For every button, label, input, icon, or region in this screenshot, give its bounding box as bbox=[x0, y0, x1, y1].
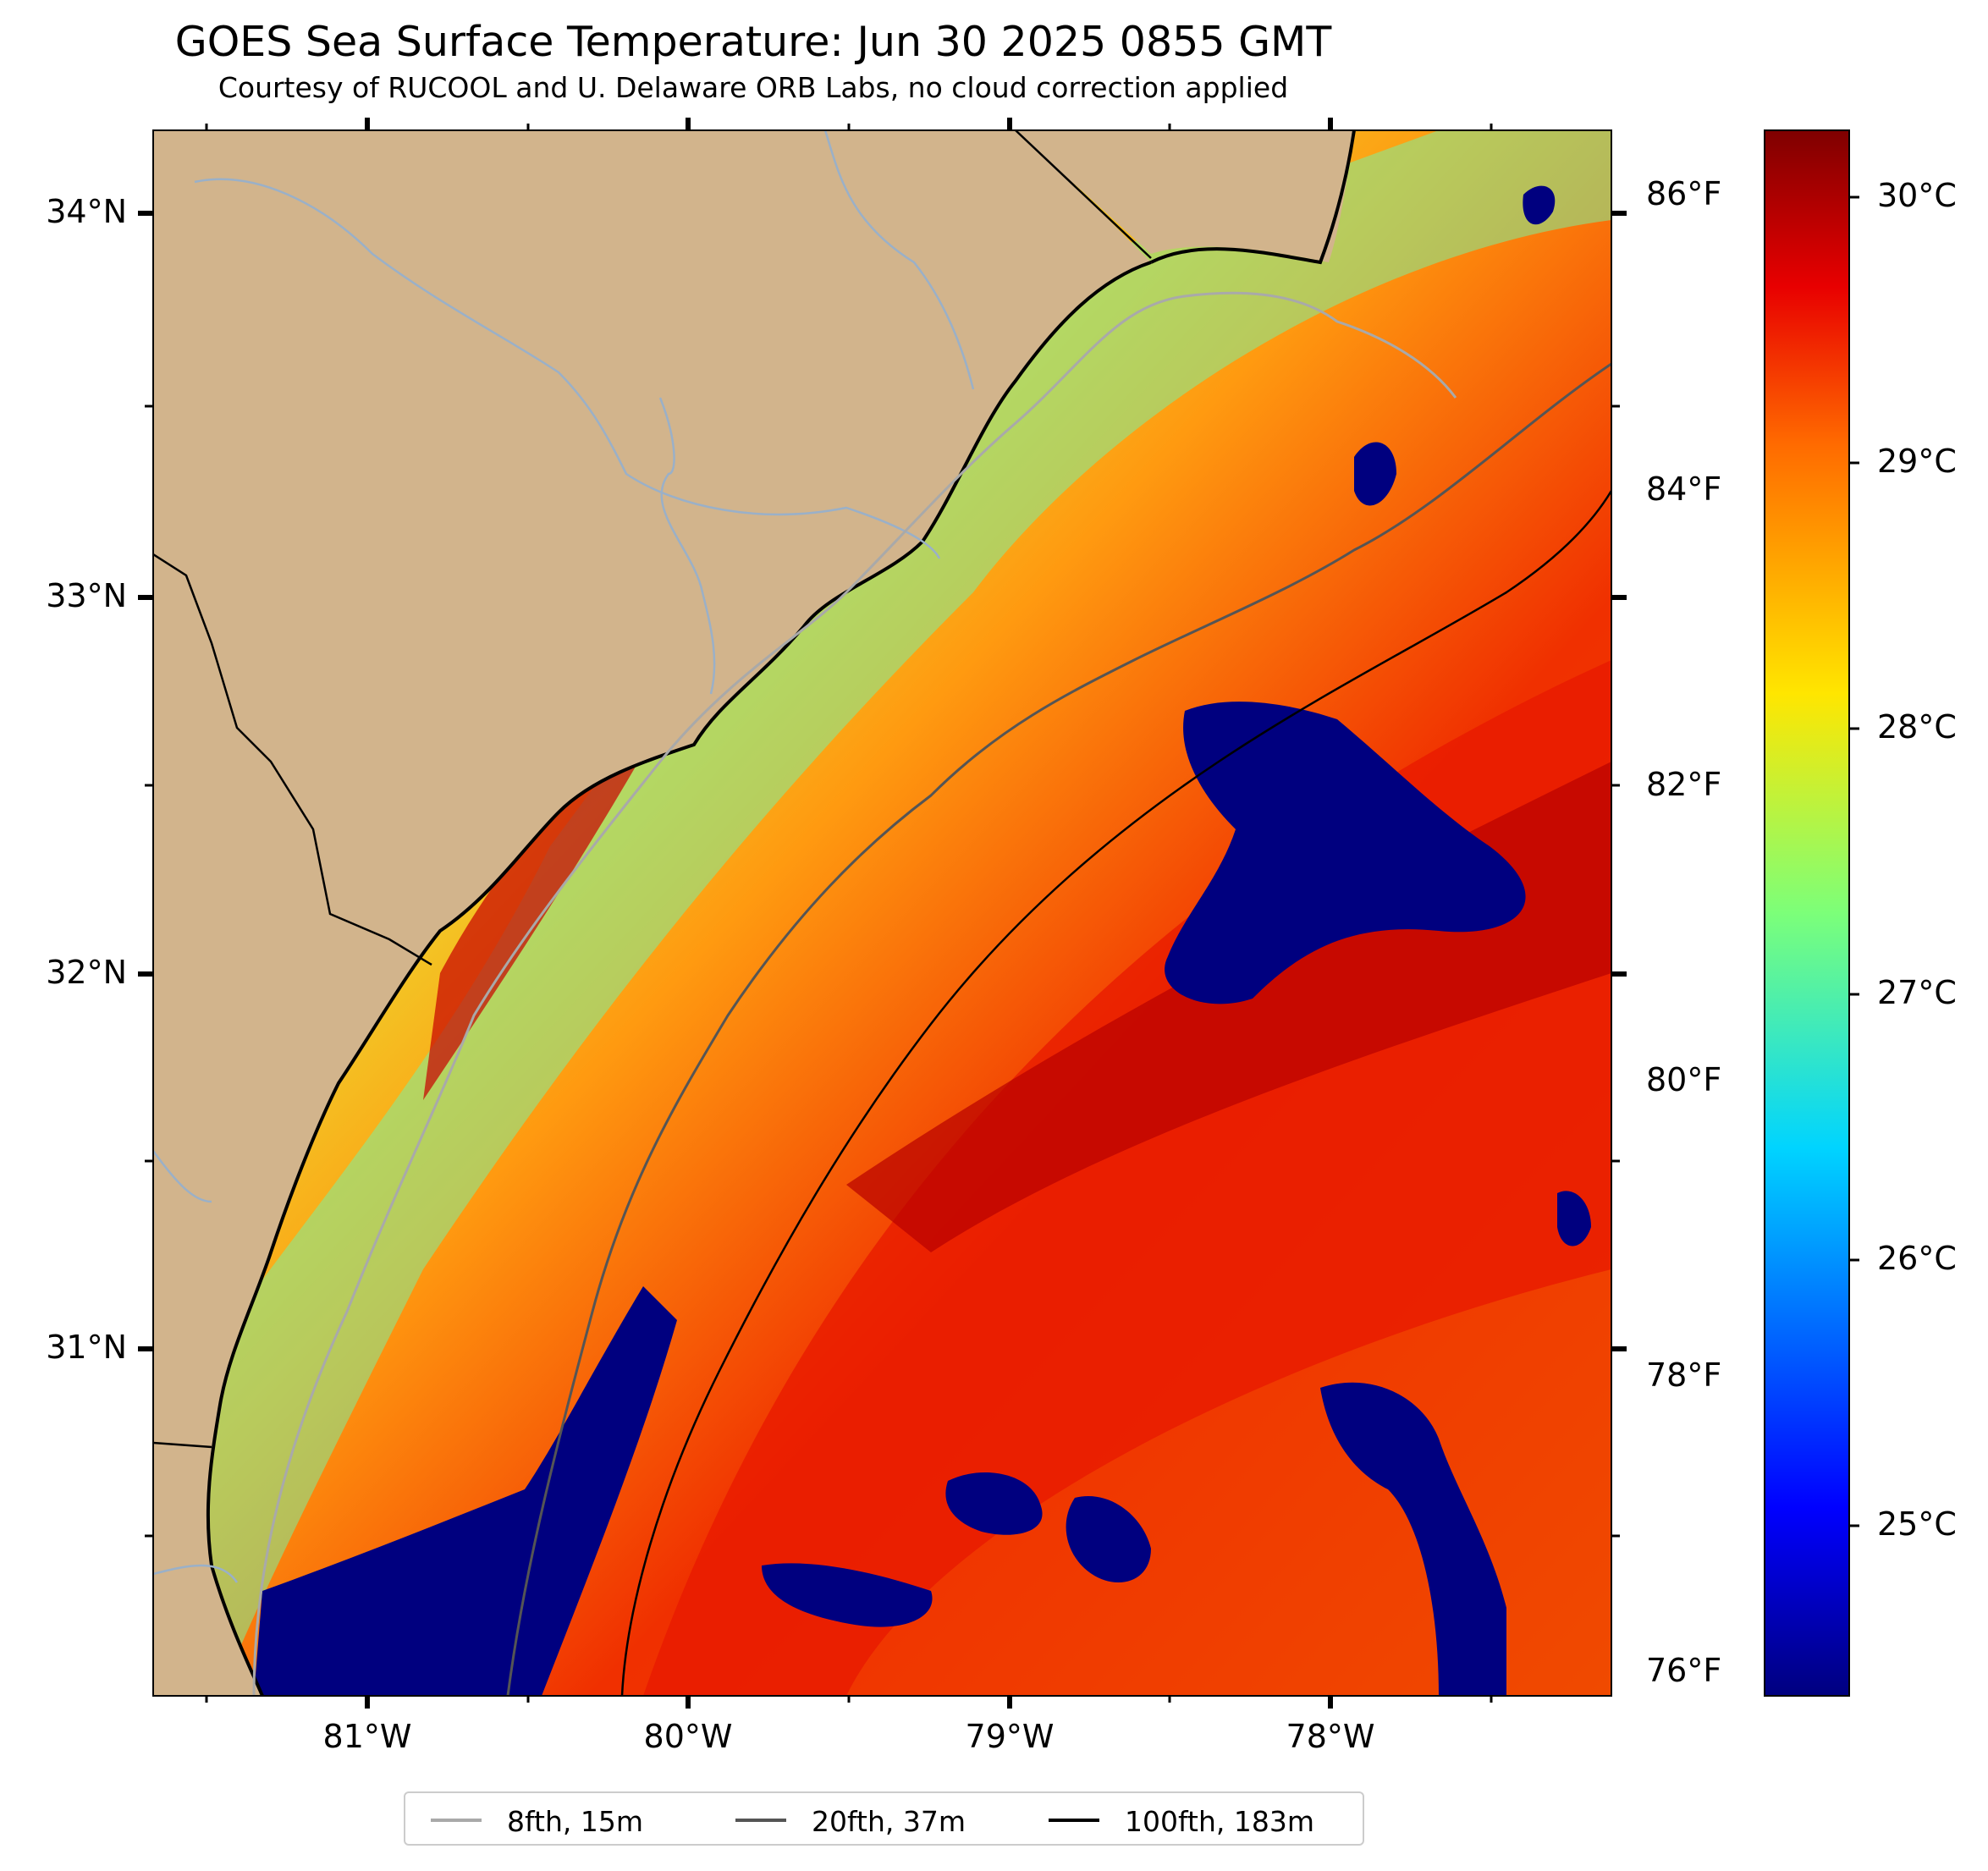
lon-label-78: 78°W bbox=[1286, 1718, 1375, 1755]
cloud-patch bbox=[762, 1563, 933, 1627]
lat-label-32: 32°N bbox=[46, 954, 127, 991]
cloud-patch bbox=[254, 1286, 677, 1696]
lon-label-81: 81°W bbox=[322, 1718, 412, 1755]
c-label-26: 26°C bbox=[1877, 1240, 1957, 1277]
legend-swatch bbox=[1049, 1819, 1099, 1822]
river bbox=[153, 1564, 239, 1583]
cloud-patch bbox=[1320, 1382, 1506, 1696]
legend-label: 8fth, 15m bbox=[507, 1805, 644, 1838]
river bbox=[658, 397, 716, 695]
cloud-patch bbox=[1523, 185, 1556, 225]
map-frame bbox=[152, 129, 1612, 1697]
lat-ticks bbox=[138, 211, 1627, 1538]
c-label-29: 29°C bbox=[1877, 443, 1957, 480]
land bbox=[1292, 130, 1354, 262]
state-border bbox=[1015, 130, 1152, 259]
lat-label-31: 31°N bbox=[46, 1329, 127, 1366]
map-title: GOES Sea Surface Temperature: Jun 30 202… bbox=[174, 18, 1332, 66]
f-label-78: 78°F bbox=[1646, 1356, 1722, 1394]
isobath-8fth bbox=[252, 291, 1457, 1696]
f-label-76: 76°F bbox=[1646, 1652, 1722, 1689]
c-label-28: 28°C bbox=[1877, 708, 1957, 746]
colorbar bbox=[1764, 129, 1850, 1697]
c-label-30: 30°C bbox=[1877, 177, 1957, 214]
land bbox=[153, 130, 1151, 1696]
c-label-25: 25°C bbox=[1877, 1505, 1957, 1543]
warm-nearshore-patch bbox=[423, 694, 677, 1100]
f-label-84: 84°F bbox=[1646, 471, 1722, 508]
lon-label-79: 79°W bbox=[965, 1718, 1055, 1755]
lon-label-80: 80°W bbox=[643, 1718, 733, 1755]
cloud-patch bbox=[1066, 1496, 1151, 1582]
legend-label: 100fth, 183m bbox=[1125, 1805, 1314, 1838]
map-subtitle: Courtesy of RUCOOL and U. Delaware ORB L… bbox=[218, 71, 1289, 104]
cloud-patch bbox=[1354, 442, 1396, 506]
river bbox=[823, 130, 975, 390]
f-label-86: 86°F bbox=[1646, 175, 1722, 212]
river bbox=[194, 178, 941, 559]
colorbar-ticks bbox=[1849, 195, 1859, 1527]
isobath-20fth bbox=[506, 362, 1611, 1696]
state-border bbox=[153, 1441, 212, 1449]
c-label-27: 27°C bbox=[1877, 974, 1957, 1011]
legend-label: 20fth, 37m bbox=[812, 1805, 966, 1838]
state-border bbox=[153, 553, 432, 966]
lon-ticks bbox=[205, 118, 1493, 1709]
cloud-patch bbox=[1165, 702, 1526, 1004]
cloud-patch bbox=[1557, 1191, 1591, 1246]
legend-swatch bbox=[735, 1819, 786, 1822]
isobath-100fth bbox=[620, 490, 1611, 1696]
lat-label-33: 33°N bbox=[46, 577, 127, 614]
isobath-legend: 8fth, 15m 20fth, 37m 100fth, 183m bbox=[404, 1791, 1364, 1846]
river bbox=[153, 1150, 212, 1203]
coastline bbox=[1150, 130, 1356, 265]
cloud-patch bbox=[945, 1472, 1043, 1535]
coastline bbox=[206, 261, 1152, 1696]
lat-label-34: 34°N bbox=[46, 193, 127, 230]
f-label-82: 82°F bbox=[1646, 766, 1722, 803]
map-area bbox=[153, 130, 1611, 1696]
f-label-80: 80°F bbox=[1646, 1061, 1722, 1098]
legend-swatch bbox=[431, 1819, 482, 1822]
